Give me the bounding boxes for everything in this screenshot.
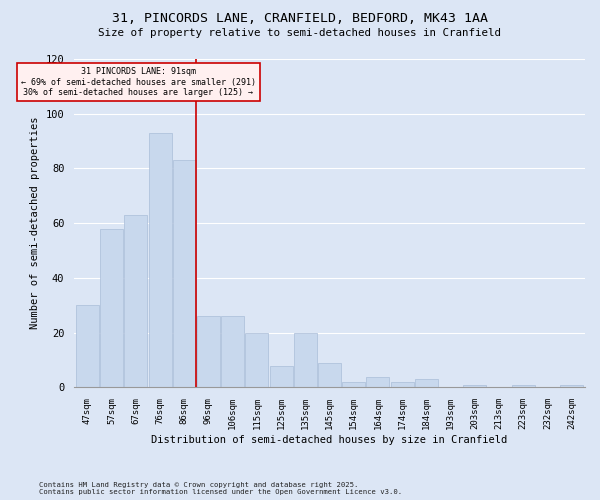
Bar xyxy=(415,380,438,388)
Bar xyxy=(560,384,583,388)
Bar xyxy=(124,215,148,388)
Text: Size of property relative to semi-detached houses in Cranfield: Size of property relative to semi-detach… xyxy=(98,28,502,38)
Text: 31, PINCORDS LANE, CRANFIELD, BEDFORD, MK43 1AA: 31, PINCORDS LANE, CRANFIELD, BEDFORD, M… xyxy=(112,12,488,26)
Bar xyxy=(367,376,389,388)
Bar xyxy=(294,332,317,388)
Bar xyxy=(391,382,413,388)
Bar xyxy=(76,306,99,388)
Bar xyxy=(512,384,535,388)
Bar xyxy=(221,316,244,388)
X-axis label: Distribution of semi-detached houses by size in Cranfield: Distribution of semi-detached houses by … xyxy=(151,435,508,445)
Bar xyxy=(318,363,341,388)
Bar xyxy=(463,384,487,388)
Bar xyxy=(149,133,172,388)
Bar xyxy=(269,366,293,388)
Text: Contains HM Land Registry data © Crown copyright and database right 2025.
Contai: Contains HM Land Registry data © Crown c… xyxy=(39,482,402,495)
Bar xyxy=(100,228,123,388)
Bar xyxy=(173,160,196,388)
Bar xyxy=(245,332,268,388)
Y-axis label: Number of semi-detached properties: Number of semi-detached properties xyxy=(30,117,40,330)
Text: 31 PINCORDS LANE: 91sqm
← 69% of semi-detached houses are smaller (291)
30% of s: 31 PINCORDS LANE: 91sqm ← 69% of semi-de… xyxy=(21,67,256,97)
Bar xyxy=(197,316,220,388)
Bar xyxy=(342,382,365,388)
